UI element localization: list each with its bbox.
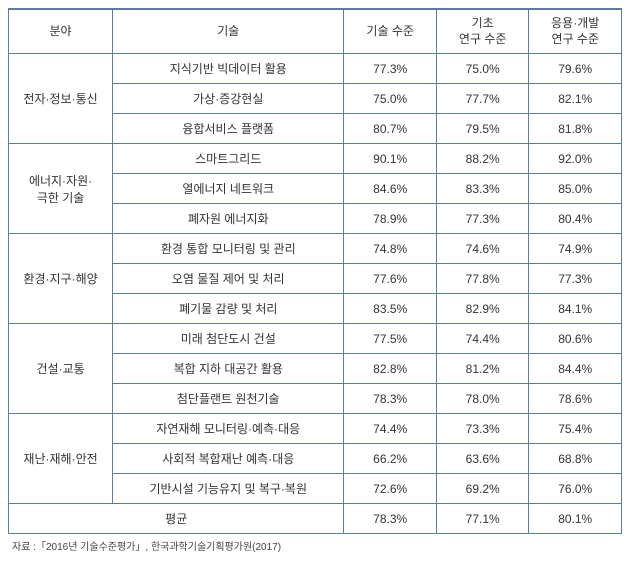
basic-cell: 79.5% [436, 114, 529, 144]
tech-cell: 가상·증강현실 [113, 84, 344, 114]
applied-cell: 80.4% [529, 204, 622, 234]
tech-cell: 복합 지하 대공간 활용 [113, 354, 344, 384]
tech-cell: 지식기반 빅데이터 활용 [113, 54, 344, 84]
tech-cell: 미래 첨단도시 건설 [113, 324, 344, 354]
basic-cell: 78.0% [436, 384, 529, 414]
basic-cell: 77.8% [436, 264, 529, 294]
field-cell: 재난·재해·안전 [9, 414, 113, 504]
basic-cell: 77.3% [436, 204, 529, 234]
applied-cell: 84.1% [529, 294, 622, 324]
basic-cell: 81.2% [436, 354, 529, 384]
tech-level-cell: 80.7% [344, 114, 437, 144]
tech-level-cell: 77.6% [344, 264, 437, 294]
tech-level-cell: 83.5% [344, 294, 437, 324]
tech-level-cell: 77.5% [344, 324, 437, 354]
tech-cell: 열에너지 네트워크 [113, 174, 344, 204]
applied-cell: 77.3% [529, 264, 622, 294]
tech-level-cell: 77.3% [344, 54, 437, 84]
tech-level-cell: 74.8% [344, 234, 437, 264]
tech-level-cell: 72.6% [344, 474, 437, 504]
average-row: 평균78.3%77.1%80.1% [9, 504, 622, 534]
tech-level-cell: 66.2% [344, 444, 437, 474]
tech-cell: 자연재해 모니터링·예측·대응 [113, 414, 344, 444]
applied-cell: 74.9% [529, 234, 622, 264]
applied-cell: 92.0% [529, 144, 622, 174]
applied-cell: 81.8% [529, 114, 622, 144]
tech-cell: 기반시설 기능유지 및 복구·복원 [113, 474, 344, 504]
applied-cell: 85.0% [529, 174, 622, 204]
basic-cell: 63.6% [436, 444, 529, 474]
table-header-row: 분야 기술 기술 수준 기초연구 수준 응용·개발연구 수준 [9, 9, 622, 54]
average-label-cell: 평균 [9, 504, 344, 534]
table-row: 에너지·자원·극한 기술스마트그리드90.1%88.2%92.0% [9, 144, 622, 174]
field-cell: 에너지·자원·극한 기술 [9, 144, 113, 234]
field-cell: 환경·지구·해양 [9, 234, 113, 324]
table-row: 건설·교통미래 첨단도시 건설77.5%74.4%80.6% [9, 324, 622, 354]
tech-level-cell: 74.4% [344, 414, 437, 444]
header-field: 분야 [9, 9, 113, 54]
tech-cell: 융합서비스 플랫폼 [113, 114, 344, 144]
applied-cell: 78.6% [529, 384, 622, 414]
tech-cell: 첨단플랜트 원천기술 [113, 384, 344, 414]
header-basic-level: 기초연구 수준 [436, 9, 529, 54]
tech-cell: 폐기물 감량 및 처리 [113, 294, 344, 324]
basic-cell: 83.3% [436, 174, 529, 204]
basic-cell: 74.6% [436, 234, 529, 264]
applied-cell: 84.4% [529, 354, 622, 384]
tech-cell: 사회적 복합재난 예측·대응 [113, 444, 344, 474]
basic-cell: 74.4% [436, 324, 529, 354]
average-tech-level-cell: 78.3% [344, 504, 437, 534]
basic-cell: 77.7% [436, 84, 529, 114]
tech-level-cell: 82.8% [344, 354, 437, 384]
header-tech: 기술 [113, 9, 344, 54]
tech-level-cell: 84.6% [344, 174, 437, 204]
table-row: 환경·지구·해양환경 통합 모니터링 및 관리74.8%74.6%74.9% [9, 234, 622, 264]
applied-cell: 75.4% [529, 414, 622, 444]
basic-cell: 69.2% [436, 474, 529, 504]
field-cell: 건설·교통 [9, 324, 113, 414]
tech-cell: 환경 통합 모니터링 및 관리 [113, 234, 344, 264]
tech-cell: 오염 물질 제어 및 처리 [113, 264, 344, 294]
tech-level-cell: 78.9% [344, 204, 437, 234]
header-tech-level: 기술 수준 [344, 9, 437, 54]
applied-cell: 80.6% [529, 324, 622, 354]
applied-cell: 76.0% [529, 474, 622, 504]
applied-cell: 82.1% [529, 84, 622, 114]
tech-level-cell: 78.3% [344, 384, 437, 414]
table-row: 전자·정보·통신지식기반 빅데이터 활용77.3%75.0%79.6% [9, 54, 622, 84]
applied-cell: 68.8% [529, 444, 622, 474]
average-basic-cell: 77.1% [436, 504, 529, 534]
header-applied-level: 응용·개발연구 수준 [529, 9, 622, 54]
applied-cell: 79.6% [529, 54, 622, 84]
basic-cell: 73.3% [436, 414, 529, 444]
table-row: 재난·재해·안전자연재해 모니터링·예측·대응74.4%73.3%75.4% [9, 414, 622, 444]
tech-cell: 스마트그리드 [113, 144, 344, 174]
tech-level-cell: 90.1% [344, 144, 437, 174]
basic-cell: 82.9% [436, 294, 529, 324]
tech-cell: 폐자원 에너지화 [113, 204, 344, 234]
field-cell: 전자·정보·통신 [9, 54, 113, 144]
source-note: 자료 :「2016년 기술수준평가」, 한국과학기술기획평가원(2017) [8, 538, 622, 553]
basic-cell: 88.2% [436, 144, 529, 174]
basic-cell: 75.0% [436, 54, 529, 84]
tech-level-table: 분야 기술 기술 수준 기초연구 수준 응용·개발연구 수준 전자·정보·통신지… [8, 8, 622, 534]
average-applied-cell: 80.1% [529, 504, 622, 534]
tech-level-cell: 75.0% [344, 84, 437, 114]
